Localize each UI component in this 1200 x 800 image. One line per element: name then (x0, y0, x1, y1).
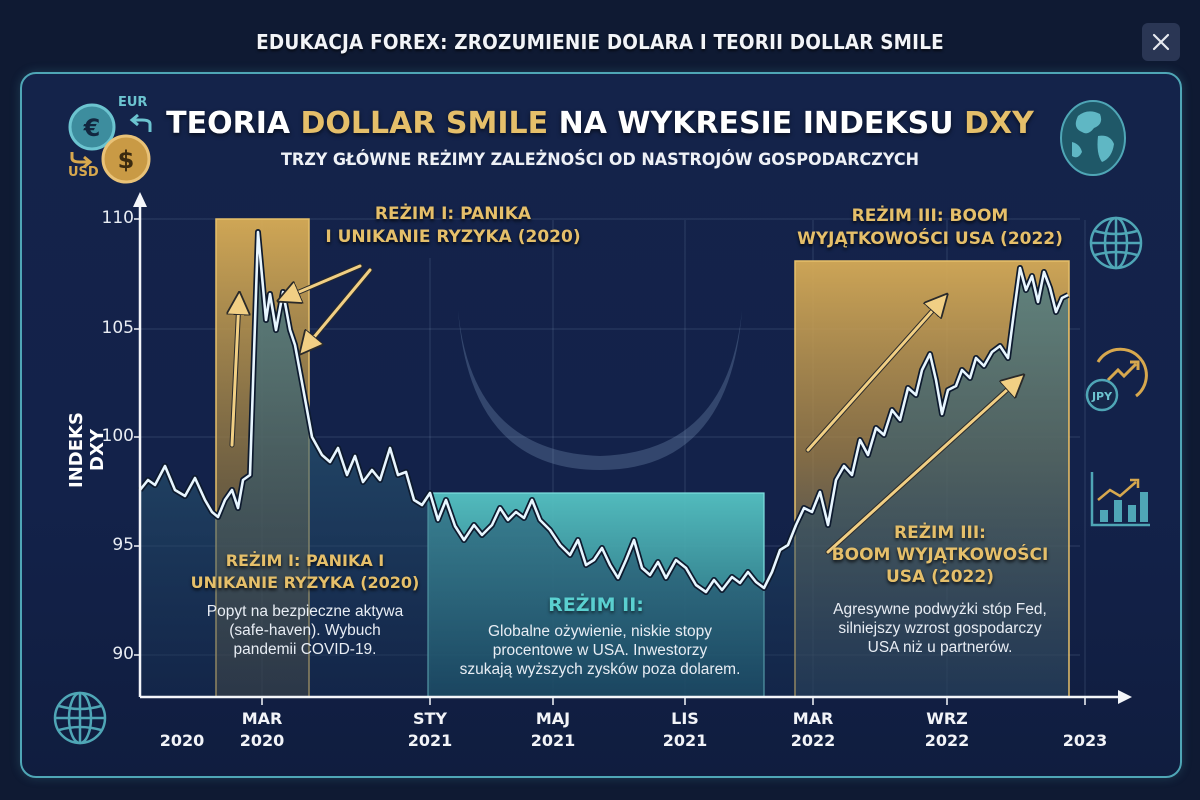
chart-headline: TEORIA DOLLAR SMILE NA WYKRESIE INDEKSU … (0, 106, 1200, 141)
usd-label: USD (68, 165, 99, 180)
x-tick-label: 2023 (1062, 731, 1108, 750)
headline-highlight: DXY (964, 106, 1034, 141)
headline-part: TEORIA (166, 106, 301, 141)
y-tick-label: 100 (101, 426, 134, 446)
x-tick-label: LIS 2021 (662, 709, 708, 750)
close-icon (1152, 33, 1170, 51)
globe-grid-icon (1088, 215, 1144, 271)
svg-text:$: $ (118, 146, 135, 174)
x-tick-label: 2020 (159, 731, 205, 750)
dollar-smile-arc (458, 310, 742, 470)
regime1-description: Popyt na bezpieczne aktywa (safe-haven).… (206, 603, 404, 658)
x-tick-label: MAR 2022 (790, 709, 836, 750)
headline-highlight: DOLLAR SMILE (300, 106, 549, 141)
svg-text:JPY: JPY (1091, 390, 1113, 403)
y-tick-label: 105 (101, 318, 134, 338)
y-tick-label: 95 (112, 535, 134, 555)
x-tick-label: MAJ 2021 (530, 709, 576, 750)
headline-part: NA WYKRESIE INDEKSU (548, 106, 965, 141)
x-tick-label: STY 2021 (407, 709, 453, 750)
regime1-bottom-title: REŻIM I: PANIKA I UNIKANIE RYZYKA (2020) (190, 551, 420, 592)
svg-text:€: € (83, 114, 101, 142)
globe-icon (1058, 98, 1128, 178)
bar-chart-growth-icon (1088, 470, 1152, 530)
close-button[interactable] (1142, 23, 1180, 61)
globe-grid-icon-bottom (52, 690, 108, 746)
dxy-area (140, 232, 1068, 697)
y-axis-title: INDEKS DXY (66, 412, 108, 488)
eur-label: EUR (118, 95, 148, 110)
regime3-top-label: REŻIM III: BOOM WYJĄTKOWOŚCI USA (2022) (797, 206, 1063, 249)
jpy-growth-icon: JPY (1080, 340, 1152, 412)
regime2-title: REŻIM II: (548, 594, 644, 616)
currency-exchange-icon: € $ (62, 92, 162, 192)
regime3-bottom-title: REŻIM III: BOOM WYJĄTKOWOŚCI USA (2022) (831, 523, 1049, 587)
x-tick-label: MAR 2020 (239, 709, 285, 750)
x-tick-label: WRZ 2022 (924, 709, 970, 750)
regime3-description: Agresywne podwyżki stóp Fed, silniejszy … (833, 601, 1047, 656)
regime2-description: Globalne ożywienie, niskie stopy procent… (459, 623, 741, 678)
y-tick-label: 90 (112, 644, 134, 664)
y-tick-label: 110 (101, 208, 134, 228)
window-title: EDUKACJA FOREX: ZROZUMIENIE DOLARA I TEO… (256, 30, 944, 54)
chart-subtitle: TRZY GŁÓWNE REŻIMY ZALEŻNOŚCI OD NASTROJ… (281, 150, 919, 170)
regime1-top-label: REŻIM I: PANIKA I UNIKANIE RYZYKA (2020) (325, 204, 581, 247)
